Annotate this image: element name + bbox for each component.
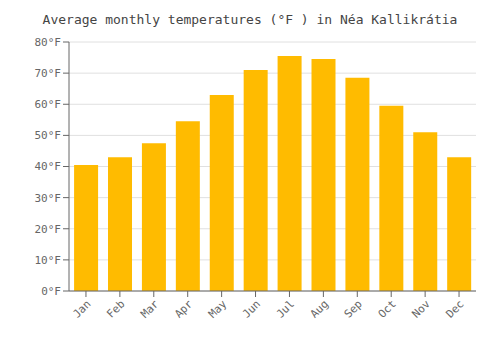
html-text:Average monthly temperatures (: Average monthly temperatures (°F ) in Né… — [42, 12, 458, 27]
svg-text:May: May — [206, 297, 230, 321]
svg-text:60°F: 60°F — [35, 98, 62, 111]
svg-text:Jun: Jun — [240, 297, 263, 320]
svg-text:Jan: Jan — [70, 297, 93, 320]
svg-text:80°F: 80°F — [35, 36, 62, 49]
svg-text:Aug: Aug — [308, 297, 331, 320]
svg-text:Sep: Sep — [342, 297, 365, 320]
svg-text:Nov: Nov — [410, 297, 434, 321]
svg-text:50°F: 50°F — [35, 129, 62, 142]
svg-text:Apr: Apr — [172, 297, 196, 321]
svg-text:Oct: Oct — [376, 297, 399, 320]
svg-text:20°F: 20°F — [35, 223, 62, 236]
svg-text:70°F: 70°F — [35, 67, 62, 80]
svg-text:Mar: Mar — [138, 297, 162, 321]
svg-text:Feb: Feb — [104, 297, 127, 320]
svg-text:Jul: Jul — [274, 297, 297, 320]
svg-text:30°F: 30°F — [35, 192, 62, 205]
svg-text:40°F: 40°F — [35, 160, 62, 173]
svg-text:Dec: Dec — [443, 297, 466, 320]
svg-text:10°F: 10°F — [35, 254, 62, 267]
svg-text:0°F: 0°F — [41, 285, 61, 298]
